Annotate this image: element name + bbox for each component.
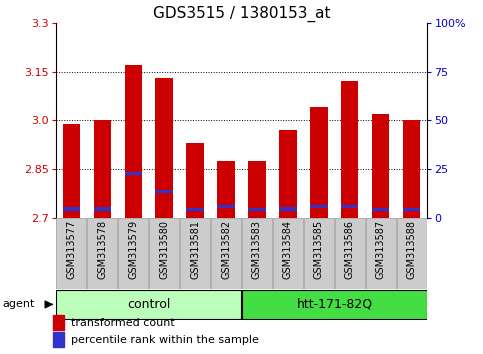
Bar (211, 218, 242, 289)
Bar (94, 211, 111, 218)
Bar (57, 290, 241, 319)
Bar (248, 161, 266, 208)
Text: GSM313580: GSM313580 (159, 220, 169, 279)
Bar (403, 211, 421, 218)
Bar (53, 332, 64, 347)
Bar (62, 207, 80, 211)
Bar (311, 107, 327, 205)
Text: htt-171-82Q: htt-171-82Q (297, 298, 372, 311)
Bar (217, 161, 235, 205)
Bar (280, 130, 297, 207)
Bar (403, 208, 421, 211)
Bar (62, 124, 80, 207)
Bar (125, 175, 142, 218)
Bar (341, 81, 358, 205)
Bar (156, 190, 172, 193)
Text: control: control (127, 298, 170, 311)
Bar (372, 211, 389, 218)
Bar (86, 218, 117, 289)
Bar (341, 208, 358, 218)
Bar (156, 78, 172, 190)
Text: GSM313587: GSM313587 (376, 220, 386, 279)
Bar (248, 211, 266, 218)
Bar (372, 208, 389, 211)
Bar (242, 218, 272, 289)
Text: percentile rank within the sample: percentile rank within the sample (71, 336, 259, 346)
Bar (186, 211, 203, 218)
Bar (186, 208, 203, 211)
Text: transformed count: transformed count (71, 318, 175, 328)
Bar (248, 208, 266, 211)
Bar (217, 208, 235, 218)
Bar (118, 218, 148, 289)
Text: GSM313588: GSM313588 (407, 220, 417, 279)
Bar (125, 172, 142, 175)
Bar (186, 143, 203, 208)
Bar (397, 218, 427, 289)
Bar (335, 218, 365, 289)
Bar (280, 207, 297, 211)
Text: GSM313583: GSM313583 (252, 220, 262, 279)
Text: GSM313577: GSM313577 (66, 220, 76, 279)
Text: GSM313584: GSM313584 (283, 220, 293, 279)
Bar (94, 120, 111, 207)
Bar (217, 205, 235, 208)
Bar (403, 120, 421, 208)
Bar (56, 218, 86, 289)
Bar (242, 290, 426, 319)
Bar (304, 218, 334, 289)
Text: GSM313581: GSM313581 (190, 220, 200, 279)
Bar (62, 211, 80, 218)
Title: GDS3515 / 1380153_at: GDS3515 / 1380153_at (153, 5, 330, 22)
Bar (149, 218, 179, 289)
Text: GSM313585: GSM313585 (314, 220, 324, 279)
Text: GSM313586: GSM313586 (345, 220, 355, 279)
Bar (156, 193, 172, 218)
Bar (372, 114, 389, 208)
Text: GSM313578: GSM313578 (97, 220, 107, 279)
Text: agent: agent (2, 299, 35, 309)
Bar (53, 315, 64, 330)
Text: GSM313582: GSM313582 (221, 220, 231, 279)
Bar (272, 218, 303, 289)
Bar (280, 211, 297, 218)
Bar (341, 205, 358, 208)
Bar (180, 218, 211, 289)
Text: GSM313579: GSM313579 (128, 220, 138, 279)
Bar (366, 218, 397, 289)
Bar (311, 208, 327, 218)
Bar (311, 205, 327, 208)
Bar (94, 207, 111, 211)
Bar (125, 65, 142, 172)
